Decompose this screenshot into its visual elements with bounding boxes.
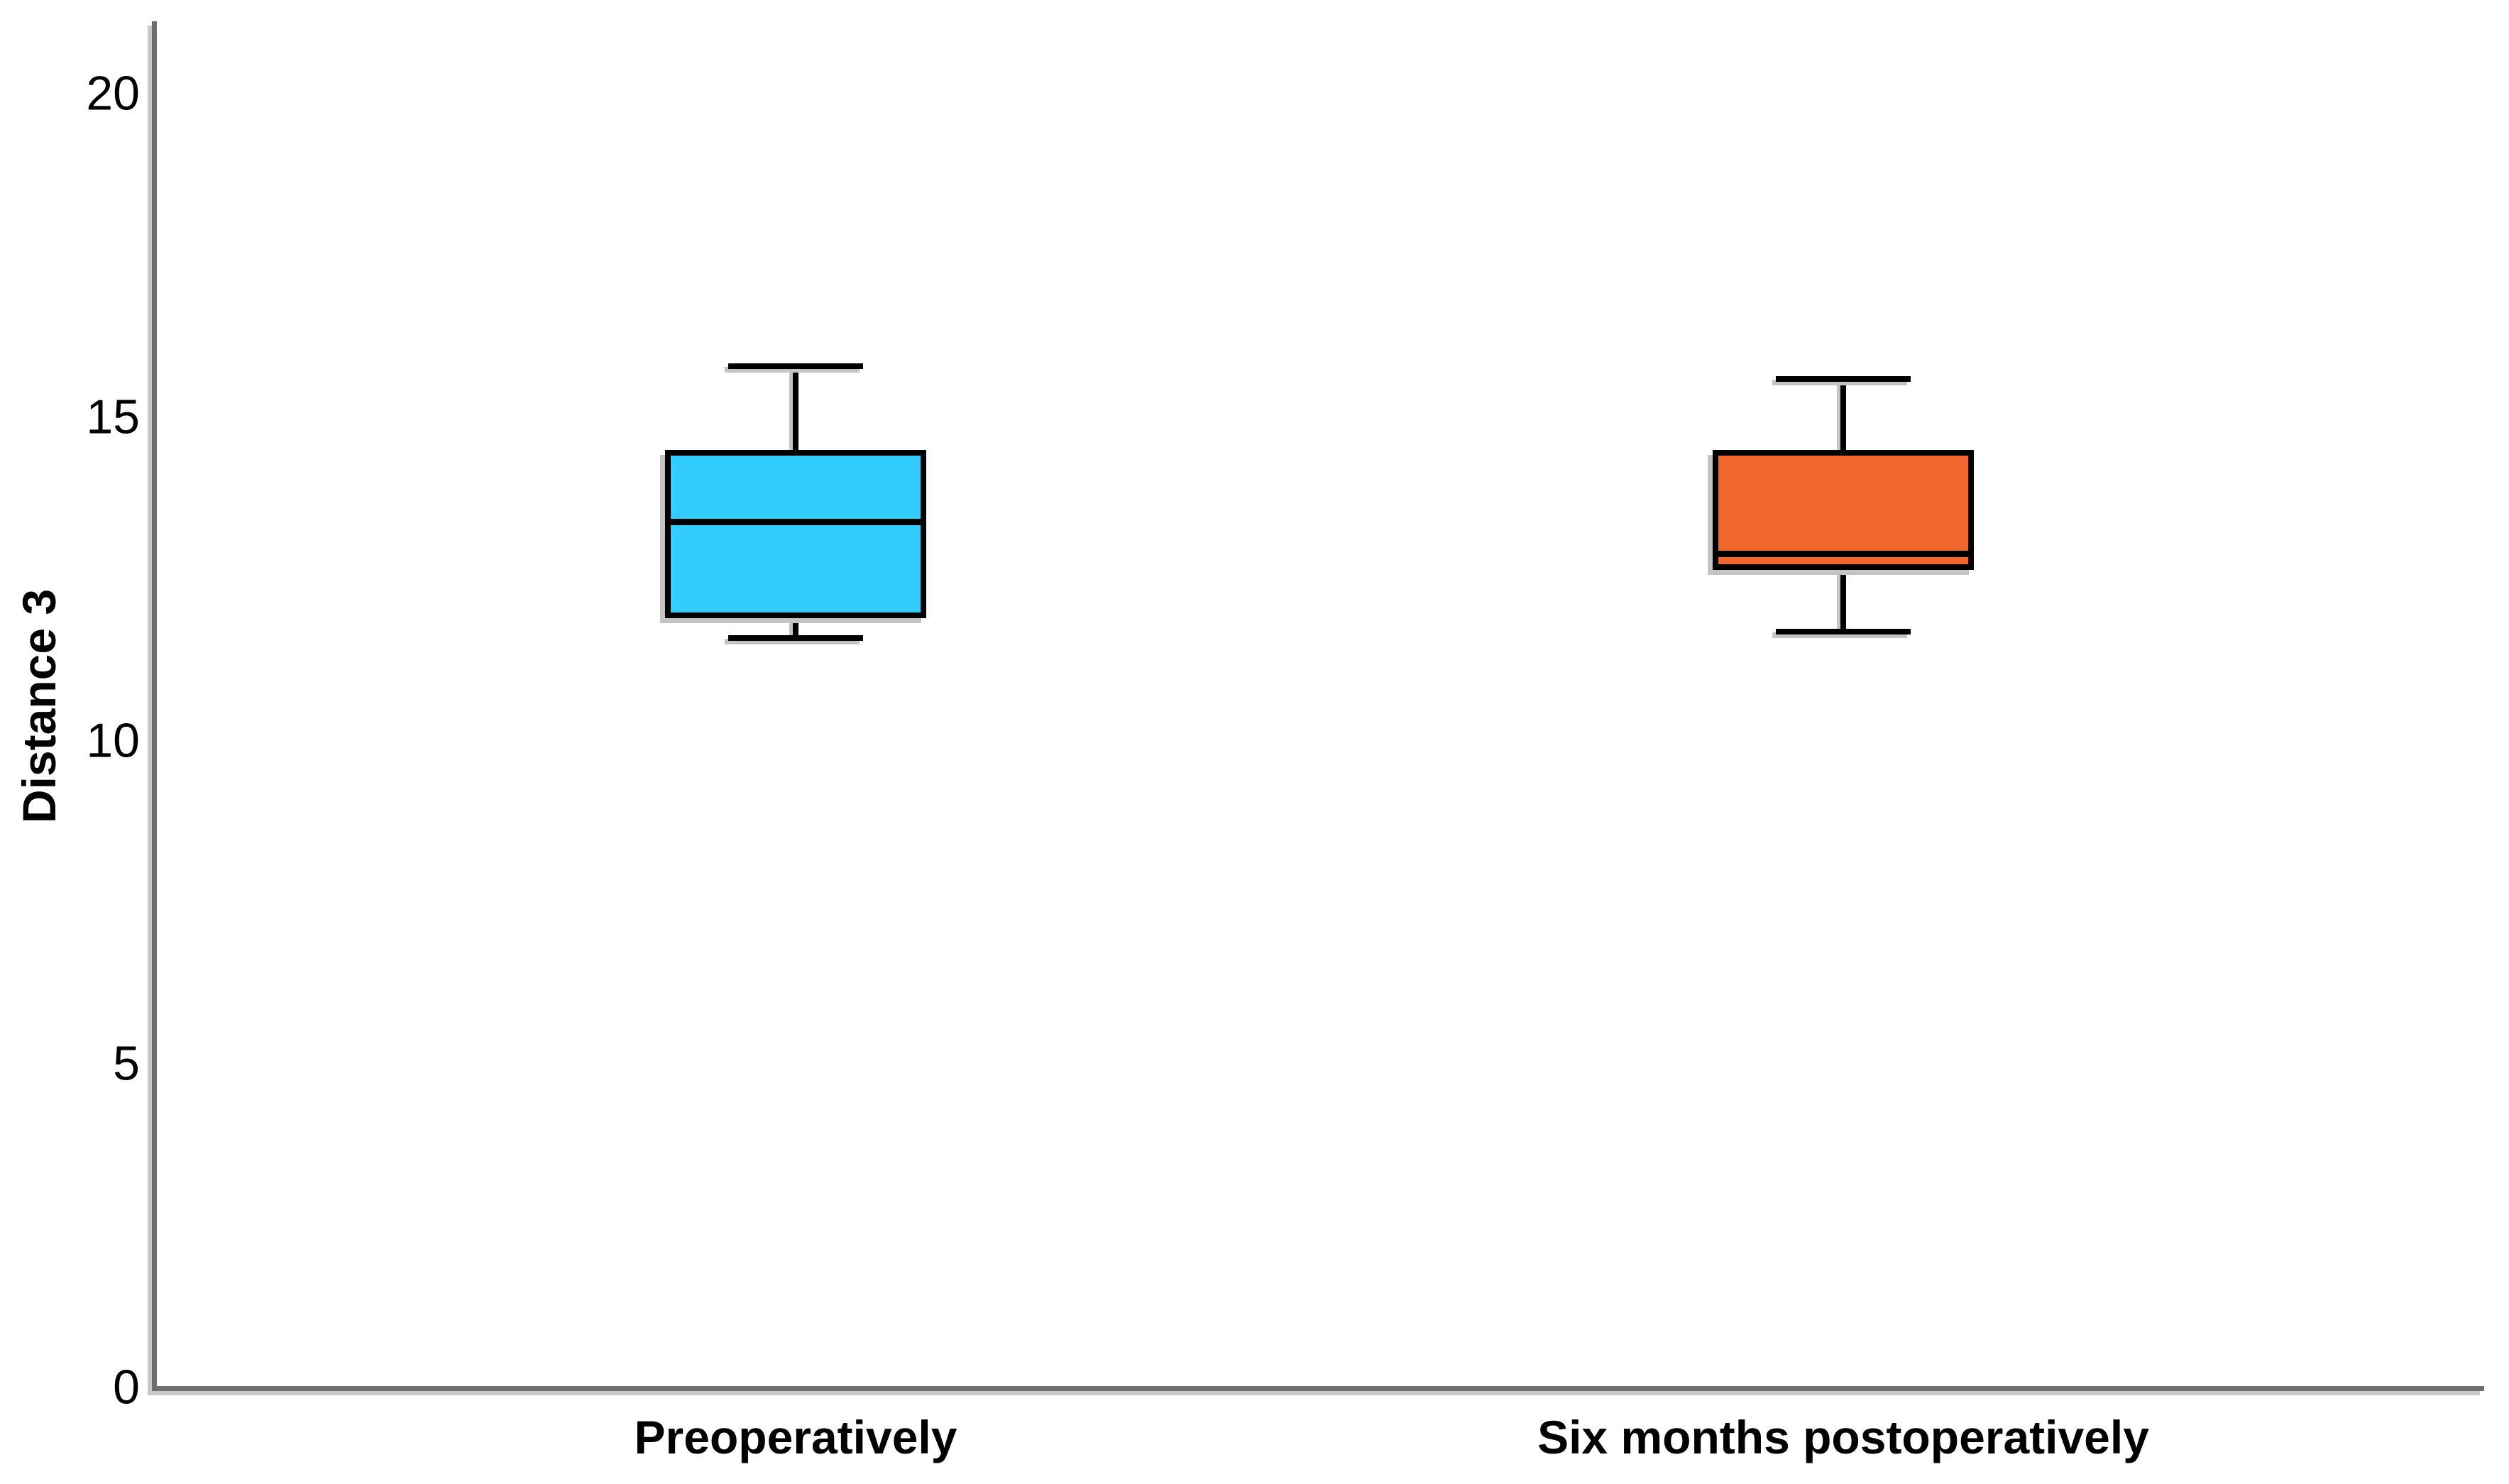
median-line-1 (665, 518, 926, 525)
category-label-1: Preoperatively (634, 1411, 957, 1463)
y-tick-label: 15 (86, 390, 140, 444)
y-axis-line (152, 21, 157, 1391)
whisker-bottom-cap-2 (1776, 628, 1911, 634)
y-tick-label: 20 (86, 66, 140, 121)
y-tick-label: 10 (86, 713, 140, 768)
y-tick-label: 5 (113, 1036, 140, 1091)
whisker-top-line-2 (1840, 379, 1846, 451)
y-axis-title: Distance 3 (13, 588, 65, 824)
whisker-bottom-line-2 (1840, 569, 1846, 632)
box-2 (1713, 450, 1974, 570)
whisker-top-line-1 (793, 365, 798, 451)
whisker-top-cap-1 (728, 363, 863, 369)
x-axis-line (152, 1386, 2484, 1391)
whisker-bottom-line-1 (793, 618, 798, 638)
whisker-top-cap-2 (1776, 376, 1911, 383)
y-tick-label: 0 (113, 1360, 140, 1414)
whisker-bottom-cap-1 (728, 634, 863, 641)
median-line-2 (1713, 551, 1974, 558)
box-1 (665, 450, 926, 619)
category-label-2: Six months postoperatively (1537, 1411, 2149, 1463)
